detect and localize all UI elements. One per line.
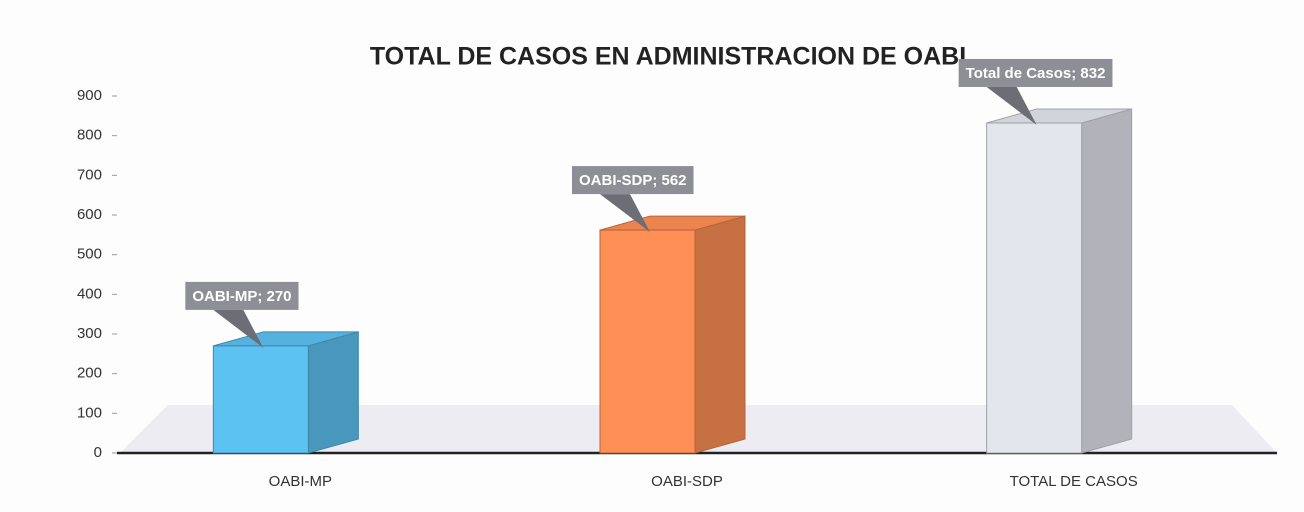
y-tick-label: 700 xyxy=(77,166,102,183)
x-tick-label: OABI-MP xyxy=(269,473,332,490)
bar xyxy=(986,122,1083,454)
y-tick-label: 800 xyxy=(77,127,102,144)
bar-side xyxy=(307,331,359,454)
y-tick-label: 600 xyxy=(77,206,102,223)
data-label-pointer xyxy=(213,309,264,348)
y-tick-label: 400 xyxy=(77,285,102,302)
data-label-pointer xyxy=(986,86,1037,125)
data-label-pointer xyxy=(600,194,650,233)
y-tick-label: 100 xyxy=(77,404,102,421)
data-label-box xyxy=(185,281,299,310)
bar-side xyxy=(1081,108,1133,454)
x-tick-label: OABI-SDP xyxy=(651,473,723,490)
data-label-box xyxy=(958,58,1113,87)
y-tick-label: 500 xyxy=(77,246,102,263)
x-tick-label: TOTAL DE CASOS xyxy=(1010,473,1138,490)
data-label: Total de Casos; 832 xyxy=(966,65,1106,82)
data-label: OABI-MP; 270 xyxy=(192,288,291,305)
y-tick-label: 900 xyxy=(77,87,102,104)
y-tick-label: 0 xyxy=(94,444,102,461)
bar xyxy=(212,345,309,454)
bar xyxy=(599,229,696,454)
y-tick-label: 300 xyxy=(77,325,102,342)
chart-title: TOTAL DE CASOS EN ADMINISTRACION DE OABI xyxy=(370,43,966,71)
data-label-box xyxy=(572,166,694,195)
y-tick-label: 200 xyxy=(77,365,102,382)
bar-side xyxy=(694,215,746,454)
data-label: OABI-SDP; 562 xyxy=(579,172,687,189)
